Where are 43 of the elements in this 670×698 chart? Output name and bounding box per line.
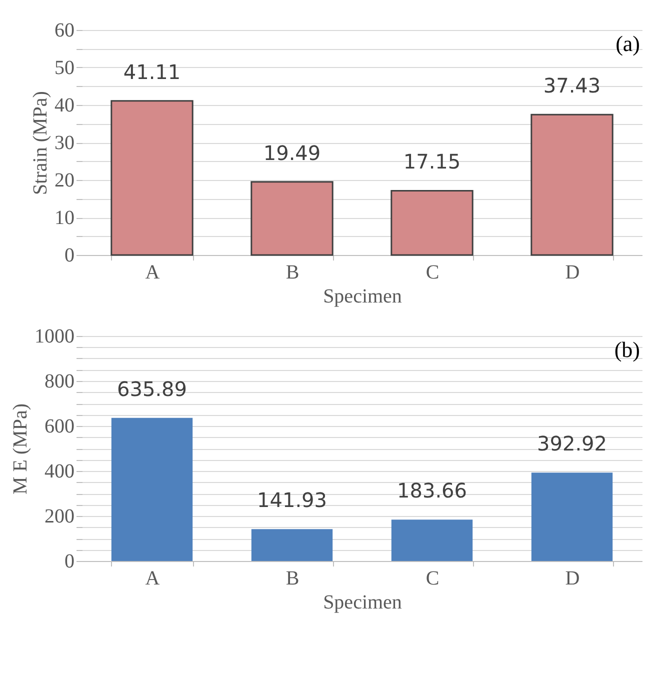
x-axis-title: Specimen [323,592,402,614]
x-axis-title: Specimen [323,286,402,308]
y-axis-title: Strain (MPa) [30,91,52,195]
y-tick-label: 40 [54,94,74,116]
y-tick-label: 0 [64,244,74,266]
y-axis-title: M E (MPa) [10,403,32,495]
y-tick-label: 60 [54,20,74,42]
bar [251,529,333,561]
bar [391,520,473,561]
bar [111,418,193,561]
x-tick-label: D [565,262,580,284]
data-label: 17.15 [403,150,461,174]
x-tick-label: C [426,262,440,284]
data-label: 41.11 [123,60,181,84]
y-tick-label: 0 [64,550,74,572]
data-label: 635.89 [117,376,187,401]
bar [110,100,194,256]
y-tick-label: 20 [54,170,74,192]
y-tick-label: 30 [54,132,74,154]
bar [530,114,614,256]
data-label: 183.66 [397,478,467,503]
data-label: 19.49 [263,140,321,165]
y-tick-label: 50 [54,57,74,79]
data-label: 141.93 [257,488,327,512]
annotation: (a) [616,31,640,56]
y-tick-label: 1000 [34,326,74,348]
data-label: 37.43 [543,74,601,98]
x-tick-label: A [145,262,160,284]
x-tick-label: B [286,568,300,590]
annotation: (b) [614,337,640,362]
bar [531,472,613,561]
x-tick-label: A [145,568,160,590]
x-tick-label: D [565,568,580,590]
y-tick-label: 600 [44,416,74,438]
y-tick-label: 400 [44,460,74,482]
x-tick-label: C [426,568,440,590]
bar [250,181,334,256]
y-tick-label: 200 [44,506,74,528]
data-label: 392.92 [537,432,607,456]
y-tick-label: 10 [54,207,74,229]
y-tick-label: 800 [44,370,74,392]
x-tick-label: B [286,262,300,284]
bar [390,190,474,256]
